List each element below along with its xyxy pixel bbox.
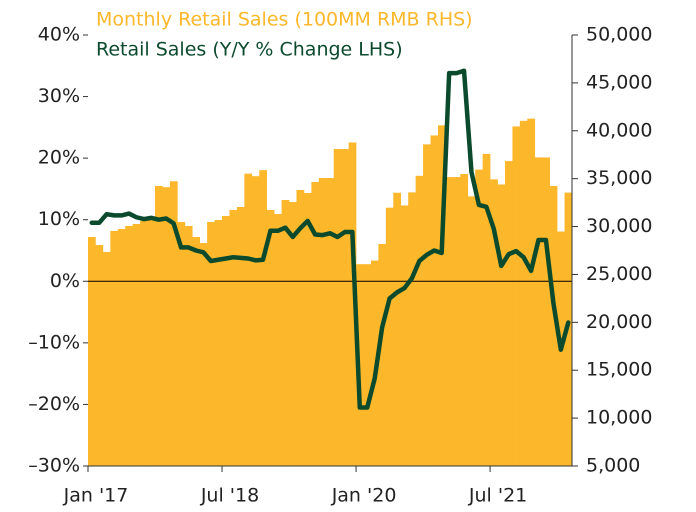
bar [236, 207, 245, 466]
bar [102, 252, 111, 466]
bar [475, 169, 483, 466]
bar [303, 193, 312, 467]
bar [393, 192, 402, 466]
bar [482, 153, 491, 466]
bar [549, 186, 558, 466]
y-tick-label: –10% [28, 331, 80, 353]
x-tick-label: Jan '17 [63, 485, 129, 507]
legend-label: Monthly Retail Sales (100MM RMB RHS) [96, 9, 473, 31]
y-tick-label: 20% [38, 147, 80, 169]
bar [385, 207, 394, 467]
bar [445, 177, 454, 467]
bar [542, 157, 550, 466]
bar [400, 205, 409, 467]
legend-label: Retail Sales (Y/Y % Change LHS) [96, 39, 403, 61]
bar [117, 229, 126, 466]
bar [199, 243, 208, 466]
bar [504, 161, 513, 466]
bar [430, 135, 439, 466]
bar [333, 148, 342, 466]
bar [125, 225, 133, 466]
bar [534, 157, 543, 466]
bar [296, 189, 305, 466]
bar [162, 187, 171, 466]
bar [408, 192, 416, 466]
y-tick-label: 30% [38, 85, 80, 107]
bar [192, 236, 200, 466]
y2-tick-label: 35,000 [586, 167, 652, 189]
bar [490, 179, 498, 466]
bar [326, 177, 335, 466]
bar [155, 185, 163, 466]
bar [348, 142, 357, 467]
bar [497, 184, 506, 466]
bar [527, 118, 536, 466]
y2-tick-label: 30,000 [586, 215, 652, 237]
bar [214, 220, 223, 466]
line [89, 68, 571, 410]
bar [140, 221, 148, 466]
bar [207, 221, 215, 466]
bar [341, 149, 349, 466]
bar [378, 243, 387, 466]
y-tick-label: 0% [50, 270, 80, 292]
bar [363, 264, 372, 466]
y2-tick-label: 50,000 [586, 24, 652, 46]
bar [147, 220, 156, 466]
bar [132, 223, 141, 466]
x-tick-label: Jul '18 [200, 485, 259, 507]
bar [244, 173, 253, 466]
bar [222, 216, 230, 466]
y2-tick-label: 25,000 [586, 263, 652, 285]
bar [266, 209, 275, 466]
bar [467, 196, 476, 467]
bar [519, 120, 528, 467]
y2-tick-label: 15,000 [586, 359, 652, 381]
bar [460, 174, 469, 467]
bar [169, 181, 178, 466]
bar [229, 209, 238, 466]
bar [184, 225, 193, 466]
bar [281, 200, 290, 466]
bar [95, 245, 104, 466]
y2-tick-label: 5,000 [586, 455, 640, 477]
bar [251, 176, 260, 466]
bar [259, 170, 268, 466]
bar [289, 202, 297, 466]
y-tick-label: –20% [28, 393, 80, 415]
y2-tick-label: 20,000 [586, 311, 652, 333]
bar [318, 177, 327, 466]
bar [423, 144, 431, 466]
y-tick-label: 40% [38, 24, 80, 46]
bar [274, 214, 282, 466]
x-tick-label: Jul '21 [468, 485, 527, 507]
bar [311, 182, 320, 466]
y2-tick-label: 40,000 [586, 119, 652, 141]
bar [415, 175, 424, 466]
bar [437, 125, 446, 466]
bar [177, 221, 186, 466]
x-tick-label: Jan '20 [331, 485, 397, 507]
bar [512, 126, 521, 466]
y-tick-label: 10% [38, 208, 80, 230]
y-tick-label: –30% [28, 455, 80, 477]
bar [452, 177, 461, 467]
bar [110, 230, 119, 466]
bar [88, 236, 96, 466]
y2-tick-label: 10,000 [586, 407, 652, 429]
y2-tick-label: 45,000 [586, 71, 652, 93]
